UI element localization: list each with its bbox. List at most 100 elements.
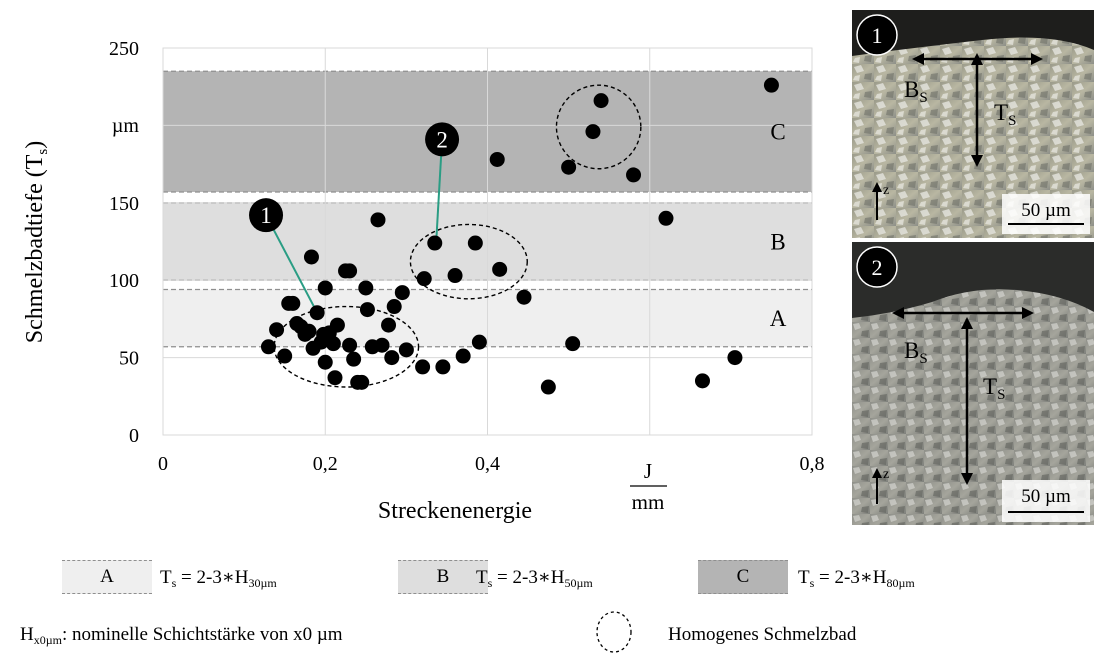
marker-badge-label-1: 1 (260, 203, 272, 228)
x-tick-label: 0,2 (313, 453, 338, 475)
data-point (309, 305, 325, 321)
band-label-c: C (770, 120, 785, 145)
ellipses-layer (273, 84, 642, 388)
data-point (303, 249, 319, 265)
homogeneous-ellipse-2 (409, 223, 528, 300)
data-point (471, 334, 487, 350)
y-tick-label: 250 (109, 38, 139, 60)
y-tick-label: 150 (109, 193, 139, 215)
legend-swatch-c: C (698, 560, 788, 594)
photo-1-scale-label: 50 µm (1021, 200, 1071, 221)
x-ticks-layer: 0 0,2 0,4 0,8 (158, 453, 825, 475)
photo-1-marker-label: 1 (872, 23, 883, 48)
x-tick-label: 0 (158, 453, 168, 475)
y-unit-label: µm (112, 115, 140, 137)
data-point (467, 235, 483, 251)
marker-badge-label-2: 2 (436, 127, 448, 152)
data-point (561, 159, 577, 175)
data-point (346, 351, 362, 367)
data-point (384, 350, 400, 366)
band-label-a: A (770, 306, 787, 331)
micrograph-1: 1 BS TS z 50 µm (852, 10, 1094, 238)
micrograph-2-image: 2 BS TS z 50 µm (852, 242, 1094, 525)
data-point (354, 374, 370, 390)
photo-2-b-label: BS (904, 338, 928, 367)
data-point (358, 280, 374, 296)
y-tick-label: 50 (119, 348, 139, 370)
photo-2-scale-label: 50 µm (1021, 486, 1071, 507)
data-point (329, 317, 345, 333)
data-point (260, 339, 276, 355)
data-point (374, 337, 390, 353)
data-point (370, 212, 386, 228)
micrograph-1-image: 1 BS TS z 50 µm (852, 10, 1094, 238)
legend-text-c: Ts = 2-3∗H80µm (798, 567, 915, 590)
x-tick-label: 0,8 (800, 453, 825, 475)
legend-ellipse-text: Homogenes Schmelzbad (668, 624, 857, 645)
data-point (415, 359, 431, 375)
data-point (381, 317, 397, 333)
x-tick-label: 0,4 (475, 453, 500, 475)
y-tick-label: 100 (109, 270, 139, 292)
data-point (269, 322, 285, 338)
data-point (342, 263, 358, 279)
marker-badge-1 (249, 198, 284, 233)
homogeneous-ellipse-1 (273, 305, 420, 388)
data-point (455, 348, 471, 364)
photo-1-z-label: z (883, 183, 889, 198)
data-point (565, 336, 581, 352)
data-point (658, 210, 674, 226)
data-point (342, 337, 358, 353)
band-label-b: B (770, 230, 785, 255)
photo-2-background (852, 242, 1094, 318)
data-point (317, 354, 333, 370)
x-unit-denominator: mm (632, 490, 665, 514)
data-point (325, 336, 341, 352)
legend-swatch-b: B (398, 560, 488, 594)
data-point (416, 271, 432, 287)
points-layer (260, 77, 779, 395)
photo-1-background (852, 10, 1094, 56)
data-point (301, 323, 317, 339)
markers-layer: 12 (249, 122, 460, 233)
legend-text-b: Ts = 2-3∗H50µm (476, 567, 593, 590)
y-axis-label: Schmelzbadtiefe (Ts) (22, 141, 51, 343)
data-point (394, 285, 410, 301)
data-point (626, 167, 642, 183)
data-point (317, 280, 333, 296)
photo-1-t-label: TS (994, 100, 1016, 129)
data-point (435, 359, 451, 375)
legend-h-definition: Hx0µm: nominelle Schichtstärke von x0 µm (20, 624, 343, 647)
data-point (763, 77, 779, 93)
data-point (585, 124, 601, 140)
photo-1-marker (856, 14, 898, 56)
y-ticks-layer: 0 50 100 150 250 (109, 38, 139, 447)
marker-badge-2 (425, 122, 460, 157)
data-point (516, 289, 532, 305)
photo-2-marker-label: 2 (872, 255, 883, 280)
data-point (427, 235, 443, 251)
homogeneous-ellipse-3 (555, 84, 642, 170)
y-tick-label: 0 (129, 425, 139, 447)
data-point (492, 261, 508, 277)
x-unit-numerator: J (644, 459, 652, 483)
data-point (593, 93, 609, 109)
data-point (386, 299, 402, 315)
photo-2-marker (856, 246, 898, 288)
photo-2-z-label: z (883, 467, 889, 482)
photo-2-t-label: TS (983, 374, 1005, 403)
band-labels-layer: A B C (770, 120, 787, 332)
data-point (327, 370, 343, 386)
photo-1-b-label: BS (904, 77, 928, 106)
data-point (285, 295, 301, 311)
data-point (694, 373, 710, 389)
plot-frame (162, 47, 813, 436)
data-point (540, 379, 556, 395)
data-point (447, 268, 463, 284)
x-axis-label: Streckenenergie (378, 498, 532, 524)
data-point (489, 151, 505, 167)
data-point (727, 350, 743, 366)
legend-swatch-a: A (62, 560, 152, 594)
data-point (359, 302, 375, 318)
